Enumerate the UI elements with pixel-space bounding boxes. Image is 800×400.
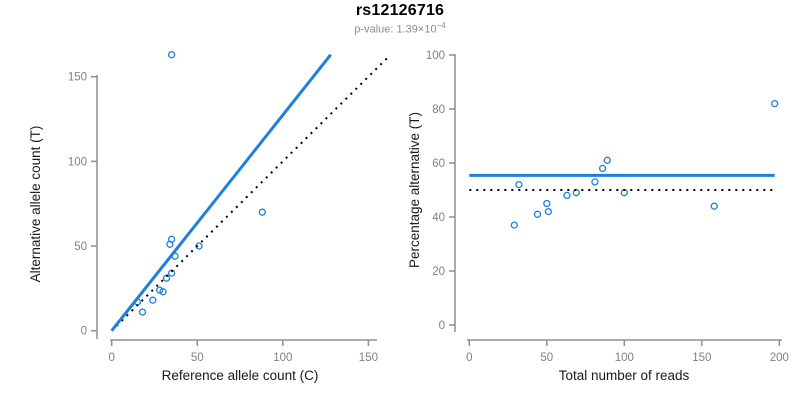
data-point [544,207,553,216]
y-tick-label: 60 [432,158,445,170]
data-point [258,208,266,216]
data-point [771,99,779,108]
x-tick-label: 150 [359,352,378,364]
y-tick-label: 20 [432,266,445,278]
data-point [563,191,571,200]
y-tick-label: 40 [432,212,445,224]
y-tick-label: 50 [74,241,87,253]
data-point [543,199,551,208]
x-tick-label: 0 [466,352,472,364]
y-axis-title: Alternative allele count (T) [28,126,43,283]
y-tick-label: 100 [426,50,445,62]
data-point [159,288,167,296]
data-point [138,308,147,316]
x-tick-label: 100 [615,352,634,364]
y-tick-label: 0 [81,326,87,338]
y-tick-label: 0 [439,320,445,332]
x-axis-title: Total number of reads [559,368,690,383]
data-point [591,178,599,186]
x-tick-label: 0 [108,352,114,364]
x-axis-title: Reference allele count (C) [162,368,319,383]
y-tick-label: 80 [432,104,445,116]
data-point [510,221,518,229]
x-tick-label: 50 [540,352,553,364]
y-axis-title: Percentage alternative (T) [407,112,422,268]
data-point [515,180,523,189]
data-point [710,202,718,210]
data-point [533,210,542,218]
data-point [598,164,607,173]
identity-line [110,55,390,332]
x-tick-label: 100 [273,352,292,364]
data-point [149,296,157,304]
regression-line [110,53,332,332]
y-tick-label: 150 [68,72,87,84]
data-point [603,156,611,164]
y-tick-label: 100 [68,156,87,168]
x-tick-label: 200 [770,352,789,364]
x-tick-label: 150 [692,352,711,364]
data-point [167,51,176,59]
data-point [166,240,174,248]
x-tick-label: 50 [191,352,204,364]
